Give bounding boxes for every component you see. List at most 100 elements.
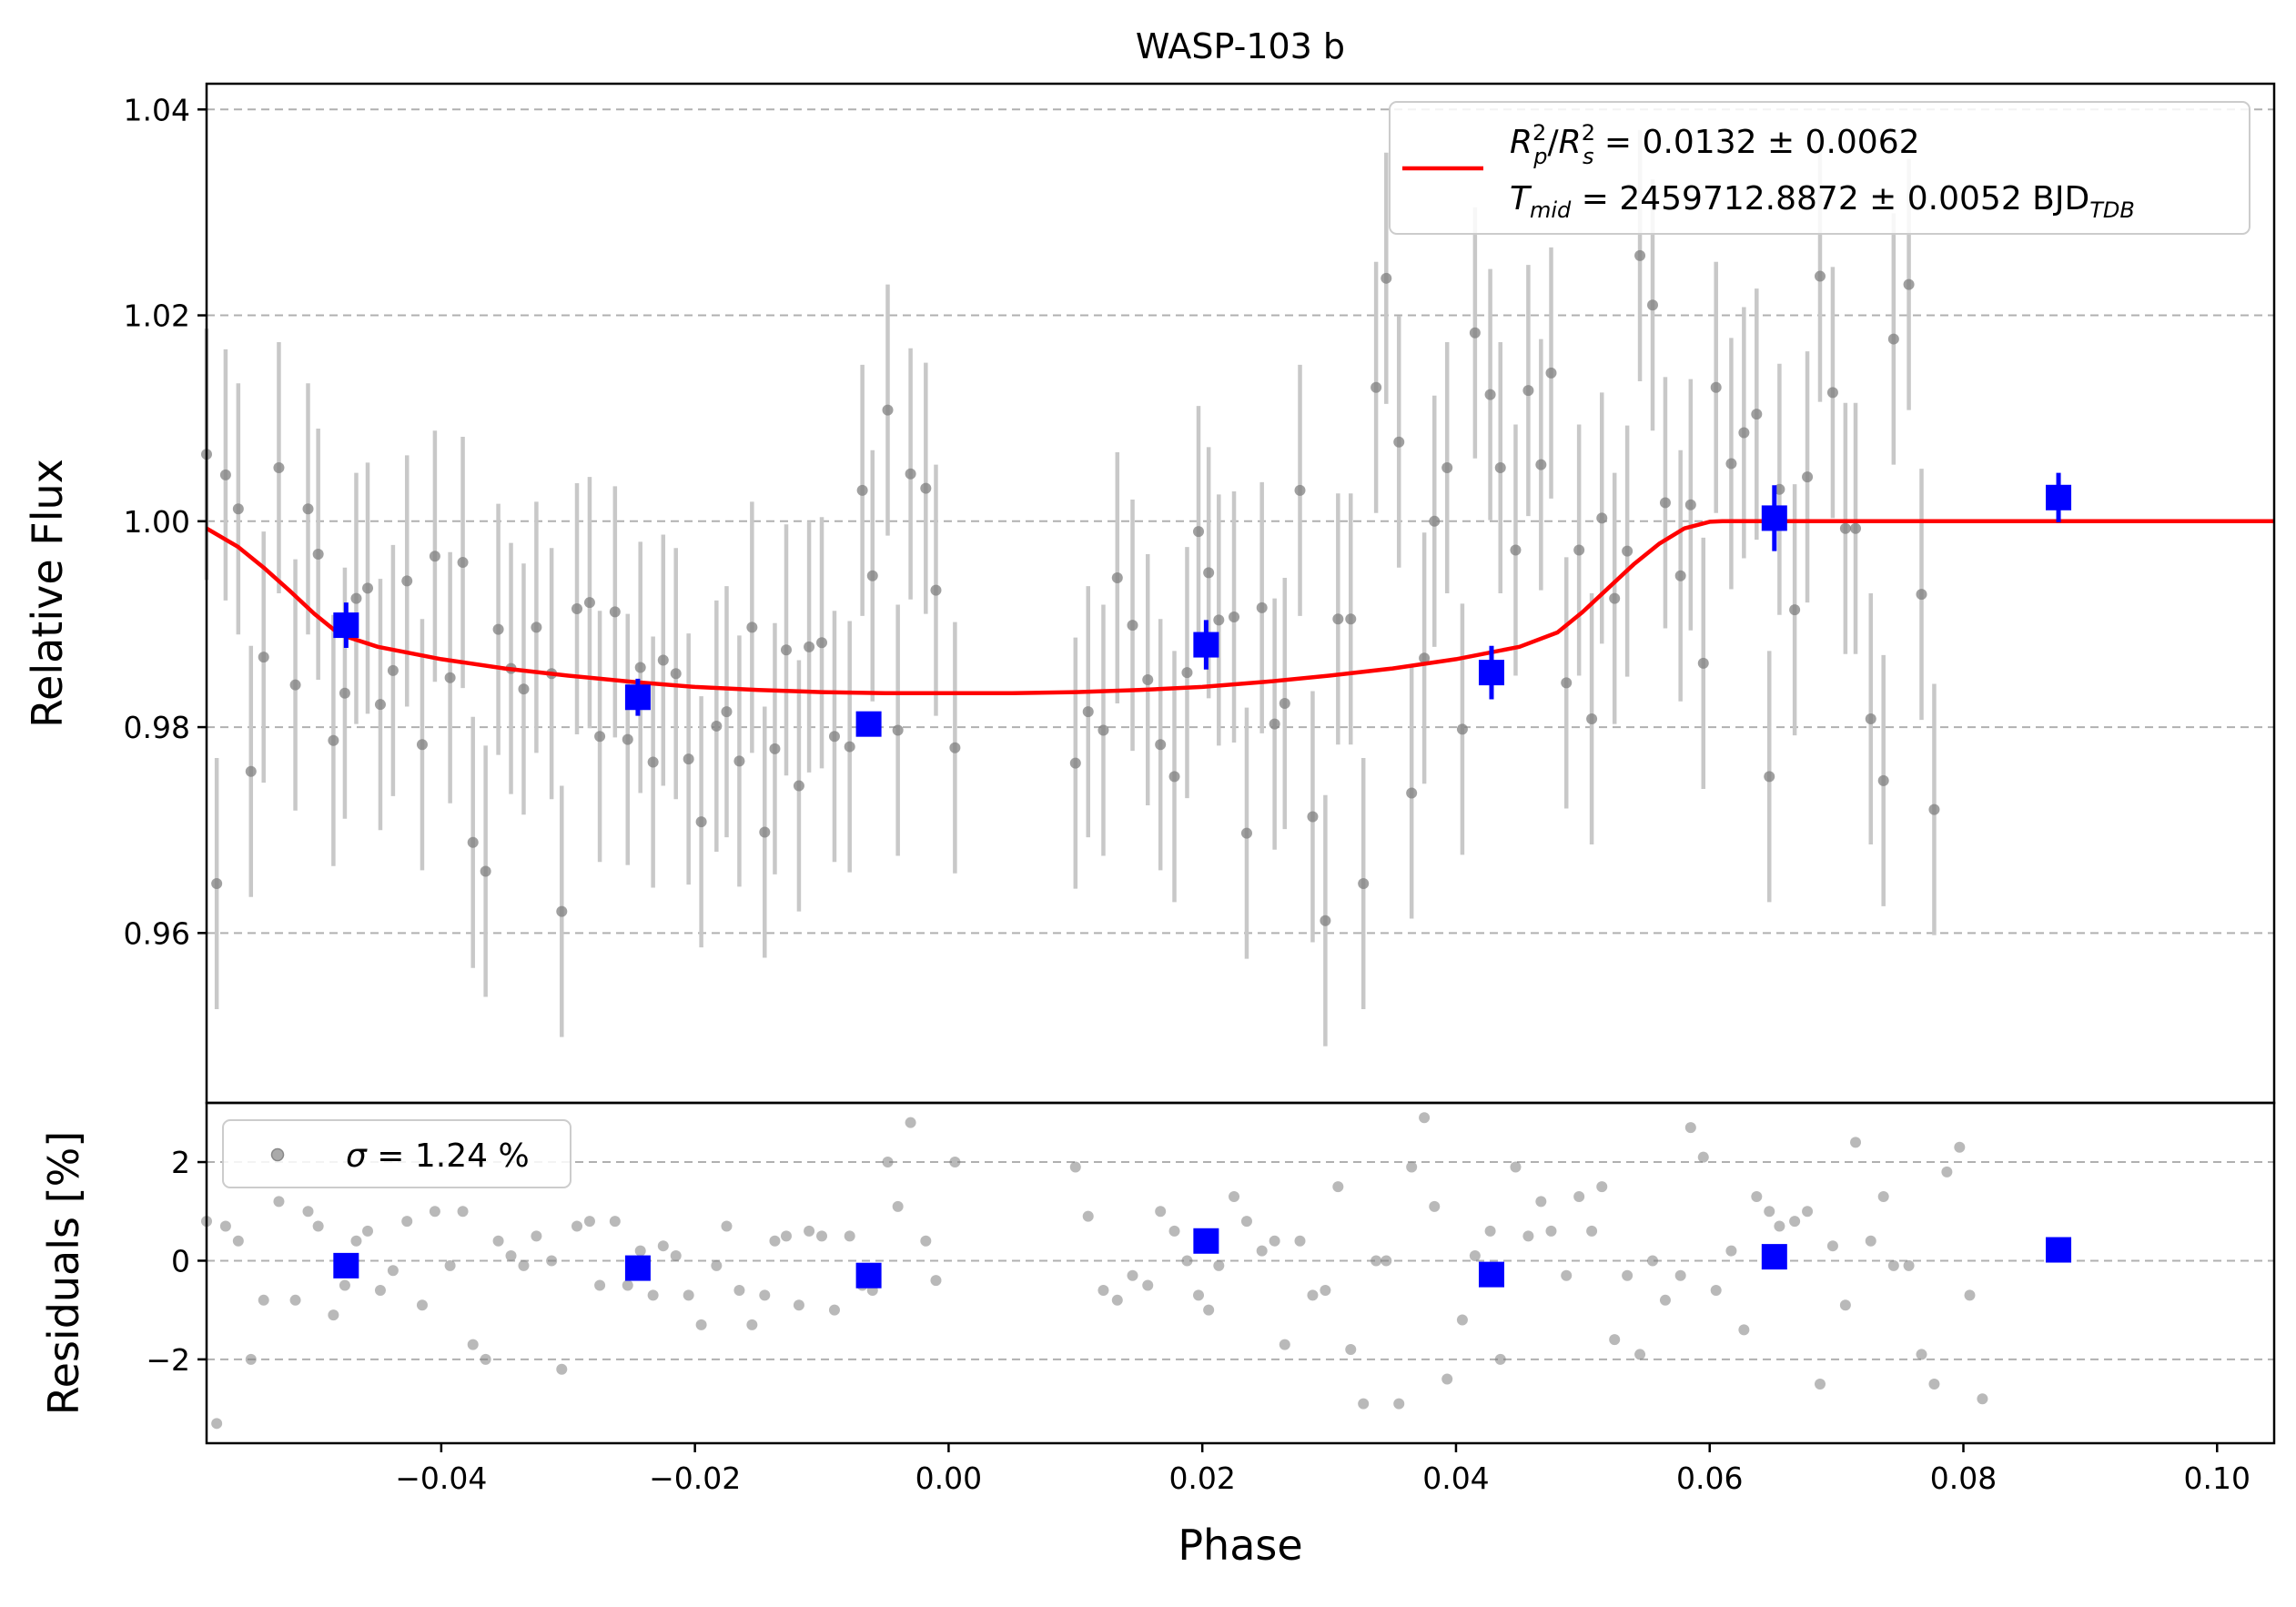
raw-point	[1609, 592, 1621, 604]
raw-residual-point	[1111, 1294, 1123, 1306]
raw-point	[1802, 471, 1814, 483]
raw-residual-point	[1903, 1259, 1915, 1271]
bottom-panel-frame	[205, 1101, 2276, 1445]
raw-point	[1774, 483, 1785, 495]
raw-residual-point	[594, 1279, 606, 1291]
raw-point	[1393, 436, 1405, 448]
bottom-y-axis: −2 0 2	[146, 1145, 207, 1378]
raw-point	[746, 622, 758, 633]
binned-residual-point	[1478, 1261, 1504, 1288]
raw-residual-point	[1441, 1373, 1453, 1385]
raw-residual-point	[480, 1353, 491, 1365]
raw-point	[1674, 570, 1686, 581]
raw-point	[245, 765, 257, 777]
raw-point	[1203, 567, 1215, 579]
raw-point	[1850, 522, 1862, 534]
raw-point	[289, 679, 301, 691]
raw-residual-point	[721, 1220, 733, 1232]
raw-point	[1764, 771, 1775, 783]
raw-point	[657, 654, 669, 666]
raw-point	[1419, 652, 1431, 664]
raw-point	[1826, 387, 1838, 399]
raw-point	[828, 731, 840, 743]
chart-title: WASP-103 b	[1136, 26, 1345, 66]
raw-point	[583, 597, 595, 609]
binned-point	[1761, 505, 1787, 531]
raw-point	[721, 706, 733, 718]
top-model-curve	[205, 519, 2274, 695]
raw-residual-point	[245, 1353, 257, 1365]
x-tick-label: 0.06	[1676, 1460, 1743, 1496]
raw-point	[374, 699, 386, 711]
raw-point	[387, 664, 399, 676]
raw-residual-point	[1097, 1284, 1109, 1296]
raw-residual-point	[1596, 1181, 1608, 1193]
raw-residual-point	[571, 1220, 583, 1232]
raw-point	[362, 582, 374, 594]
bottom-y-tick-label: 0	[171, 1243, 190, 1279]
raw-residual-point	[1240, 1216, 1252, 1228]
raw-point	[733, 755, 745, 767]
raw-point	[1545, 367, 1557, 379]
raw-residual-point	[1371, 1255, 1382, 1267]
raw-point	[920, 482, 932, 494]
raw-point	[302, 503, 314, 515]
raw-point	[1307, 811, 1319, 823]
raw-point	[480, 865, 491, 877]
raw-point	[1522, 385, 1534, 397]
raw-point	[1510, 544, 1522, 556]
raw-point	[759, 826, 771, 838]
top-y-axis-title: Relative Flux	[23, 459, 72, 728]
raw-point	[1903, 278, 1915, 290]
raw-point	[401, 575, 413, 587]
top-y-tick-label: 0.96	[124, 915, 190, 951]
raw-point	[1469, 327, 1481, 339]
raw-point	[1240, 827, 1252, 839]
raw-residual-point	[670, 1250, 682, 1262]
raw-residual-point	[1877, 1190, 1889, 1202]
raw-residual-point	[1203, 1304, 1215, 1316]
raw-point	[1710, 381, 1722, 393]
x-tick-label: 0.08	[1930, 1460, 1997, 1496]
raw-point	[1659, 497, 1671, 509]
raw-residual-point	[1684, 1122, 1696, 1134]
raw-residual-point	[1751, 1190, 1763, 1202]
raw-residual-point	[793, 1299, 804, 1311]
raw-point	[232, 503, 244, 515]
raw-residual-point	[1429, 1200, 1441, 1212]
raw-point	[622, 733, 633, 745]
raw-point	[1535, 459, 1547, 470]
raw-point	[258, 652, 269, 663]
raw-residual-point	[1456, 1314, 1468, 1326]
raw-point	[594, 731, 606, 743]
raw-residual-point	[733, 1284, 745, 1296]
raw-point	[1111, 572, 1123, 584]
raw-point	[571, 602, 583, 614]
raw-residual-point	[1279, 1339, 1290, 1350]
binned-point	[855, 711, 882, 737]
raw-residual-point	[1634, 1349, 1646, 1360]
raw-residual-point	[1850, 1137, 1862, 1148]
raw-point	[1069, 757, 1081, 769]
raw-point	[1725, 458, 1737, 470]
top-panel-frame	[205, 82, 2276, 1105]
raw-point	[804, 641, 815, 652]
raw-residual-point	[1127, 1269, 1138, 1281]
binned-point	[624, 684, 651, 711]
raw-point	[1684, 499, 1696, 510]
raw-point	[219, 469, 231, 480]
top-y-tick-label: 1.04	[124, 92, 190, 127]
raw-residual-point	[362, 1225, 374, 1237]
raw-point	[1561, 677, 1573, 689]
raw-residual-point	[1213, 1259, 1225, 1271]
raw-residual-point	[695, 1319, 707, 1330]
raw-residual-point	[1168, 1225, 1180, 1237]
binned-residual-point	[333, 1252, 359, 1279]
raw-residual-point	[1345, 1344, 1357, 1356]
raw-point	[793, 780, 804, 792]
raw-residual-point	[302, 1206, 314, 1218]
raw-point	[1358, 878, 1370, 890]
raw-point	[467, 836, 479, 848]
raw-residual-point	[416, 1299, 428, 1311]
raw-residual-point	[1977, 1393, 1988, 1405]
